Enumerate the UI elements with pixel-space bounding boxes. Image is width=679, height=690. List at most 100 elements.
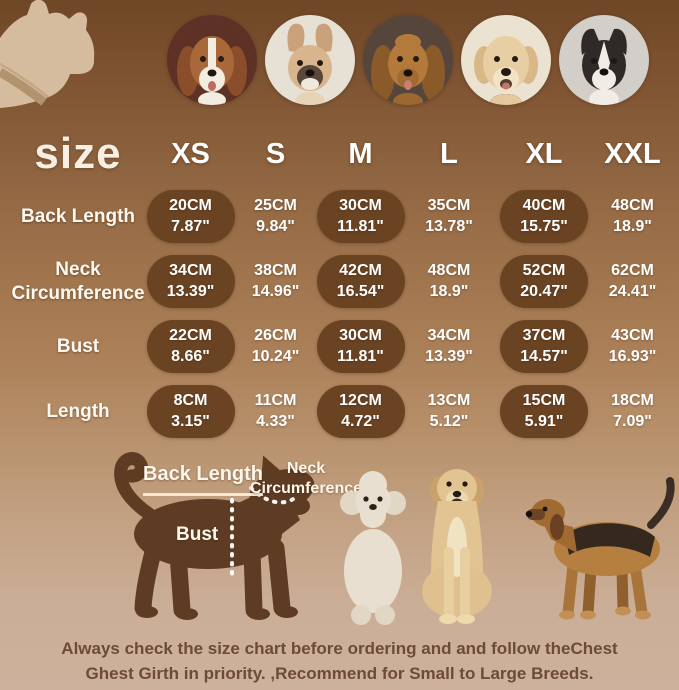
size-cell: 48CM 18.9" (405, 255, 493, 309)
column-header-xl: XL (525, 137, 563, 170)
cell-inch-value: 5.91" (524, 412, 564, 430)
cell-inch-value: 5.12" (429, 412, 469, 430)
size-cell: 52CM 20.47" (500, 254, 588, 309)
row-label: Back Length (20, 205, 136, 227)
cell-inch-value: 10.24" (251, 347, 300, 365)
cell-cm-value: 13CM (427, 391, 471, 409)
cell-cm-value: 30CM (339, 326, 382, 344)
size-cell: 20CM 7.87" (146, 189, 235, 244)
cell-inch-value: 4.33" (256, 412, 295, 430)
cell-cm-value: 34CM (427, 326, 471, 344)
cell-inch-value: 20.47" (520, 282, 568, 300)
cell-inch-value: 3.15" (171, 412, 210, 430)
cell-cm-value: 8CM (173, 391, 208, 409)
size-grid: size XS S M L XL XXL Back Length 20CM 7.87" 25CM 9… (8, 124, 672, 444)
cell-cm-value: 34CM (169, 261, 212, 279)
cell-cm-value: 43CM (611, 326, 654, 344)
cell-cm-value: 38CM (254, 261, 297, 279)
dog-photo-border-collie (559, 15, 649, 105)
poodle (340, 471, 406, 625)
size-cell: 11CM 4.33" (232, 385, 320, 439)
measurement-diagram (86, 450, 356, 635)
cell-inch-value: 13.78" (425, 217, 473, 235)
cell-inch-value: 4.72" (341, 412, 380, 430)
size-cell: 42CM 16.54" (316, 254, 405, 309)
size-cell: 15CM 5.91" (500, 384, 588, 439)
cell-inch-value: 16.93" (608, 347, 657, 365)
cell-inch-value: 15.75" (520, 217, 568, 235)
size-cell: 30CM 11.81" (316, 189, 405, 244)
row-label: Length (46, 400, 110, 422)
size-cell: 13CM 5.12" (405, 385, 493, 439)
cell-inch-value: 13.39" (425, 347, 473, 365)
size-cell: 34CM 13.39" (405, 320, 493, 374)
size-cell: 37CM 14.57" (500, 319, 588, 374)
size-cell: 12CM 4.72" (316, 384, 405, 439)
footer-line-2: Ghest Girth in priority. ,Recommend for … (85, 663, 594, 683)
cell-cm-value: 48CM (427, 261, 471, 279)
cell-cm-value: 37CM (522, 326, 566, 344)
cell-cm-value: 25CM (254, 196, 297, 214)
cell-cm-value: 62CM (611, 261, 654, 279)
size-cell: 26CM 10.24" (232, 320, 320, 374)
cell-cm-value: 42CM (339, 261, 382, 279)
french-bulldog-silhouette-icon (0, 0, 96, 108)
labrador (422, 469, 492, 624)
footer-line-1: Always check the size chart before order… (61, 639, 618, 658)
size-cell: 43CM 16.93" (589, 320, 677, 374)
cell-cm-value: 40CM (522, 196, 566, 214)
dog-photo-beagle (167, 15, 257, 105)
cell-cm-value: 20CM (169, 196, 212, 214)
cell-inch-value: 8.66" (171, 347, 210, 365)
footer-note: Always check the size chart before order… (0, 637, 679, 686)
cell-cm-value: 15CM (522, 391, 566, 409)
cell-cm-value: 30CM (339, 196, 382, 214)
cell-cm-value: 12CM (339, 391, 382, 409)
size-cell: 40CM 15.75" (500, 189, 588, 244)
bust-label: Bust (176, 524, 219, 545)
cell-cm-value: 26CM (254, 326, 297, 344)
size-title: size (34, 129, 122, 178)
size-cell: 62CM 24.41" (589, 255, 677, 309)
cell-inch-value: 18.9" (429, 282, 469, 300)
size-cell: 8CM 3.15" (146, 384, 235, 439)
row-label: Neck Circumference (11, 258, 145, 304)
column-header-s: S (265, 137, 286, 170)
row-label: Bust (56, 335, 100, 357)
size-cell: 35CM 13.78" (405, 190, 493, 244)
size-cell: 30CM 11.81" (316, 319, 405, 374)
cell-cm-value: 18CM (611, 391, 654, 409)
size-cell: 48CM 18.9" (589, 190, 677, 244)
dog-trio-photo (335, 455, 679, 631)
size-cell: 25CM 9.84" (232, 190, 320, 244)
cell-inch-value: 18.9" (613, 217, 652, 235)
cell-inch-value: 16.54" (336, 282, 385, 300)
dog-silhouette-icon (114, 452, 315, 620)
column-header-m: M (348, 137, 373, 170)
cell-cm-value: 48CM (611, 196, 654, 214)
cell-inch-value: 11.81" (337, 347, 384, 365)
back-length-label: Back Length (143, 463, 264, 496)
cell-cm-value: 22CM (169, 326, 212, 344)
hound (525, 477, 675, 620)
cell-inch-value: 13.39" (166, 282, 215, 300)
cell-inch-value: 9.84" (256, 217, 295, 235)
size-cell: 18CM 7.09" (589, 385, 677, 439)
cell-cm-value: 52CM (522, 261, 566, 279)
cell-inch-value: 14.96" (251, 282, 300, 300)
size-cell: 22CM 8.66" (146, 319, 235, 374)
cell-inch-value: 11.81" (337, 217, 384, 235)
cell-inch-value: 7.87" (171, 217, 210, 235)
dog-photo-golden-retriever (461, 15, 551, 105)
cell-inch-value: 14.57" (520, 347, 568, 365)
dog-photo-cocker-spaniel (363, 15, 453, 105)
column-header-xs: XS (171, 137, 210, 170)
cell-inch-value: 24.41" (608, 282, 657, 300)
column-header-xxl: XXL (604, 137, 661, 170)
size-cell: 38CM 14.96" (232, 255, 320, 309)
column-header-l: L (440, 137, 458, 170)
cell-cm-value: 11CM (254, 391, 297, 409)
neck-circumference-label: Neck Circumference (249, 460, 363, 497)
cell-cm-value: 35CM (427, 196, 471, 214)
